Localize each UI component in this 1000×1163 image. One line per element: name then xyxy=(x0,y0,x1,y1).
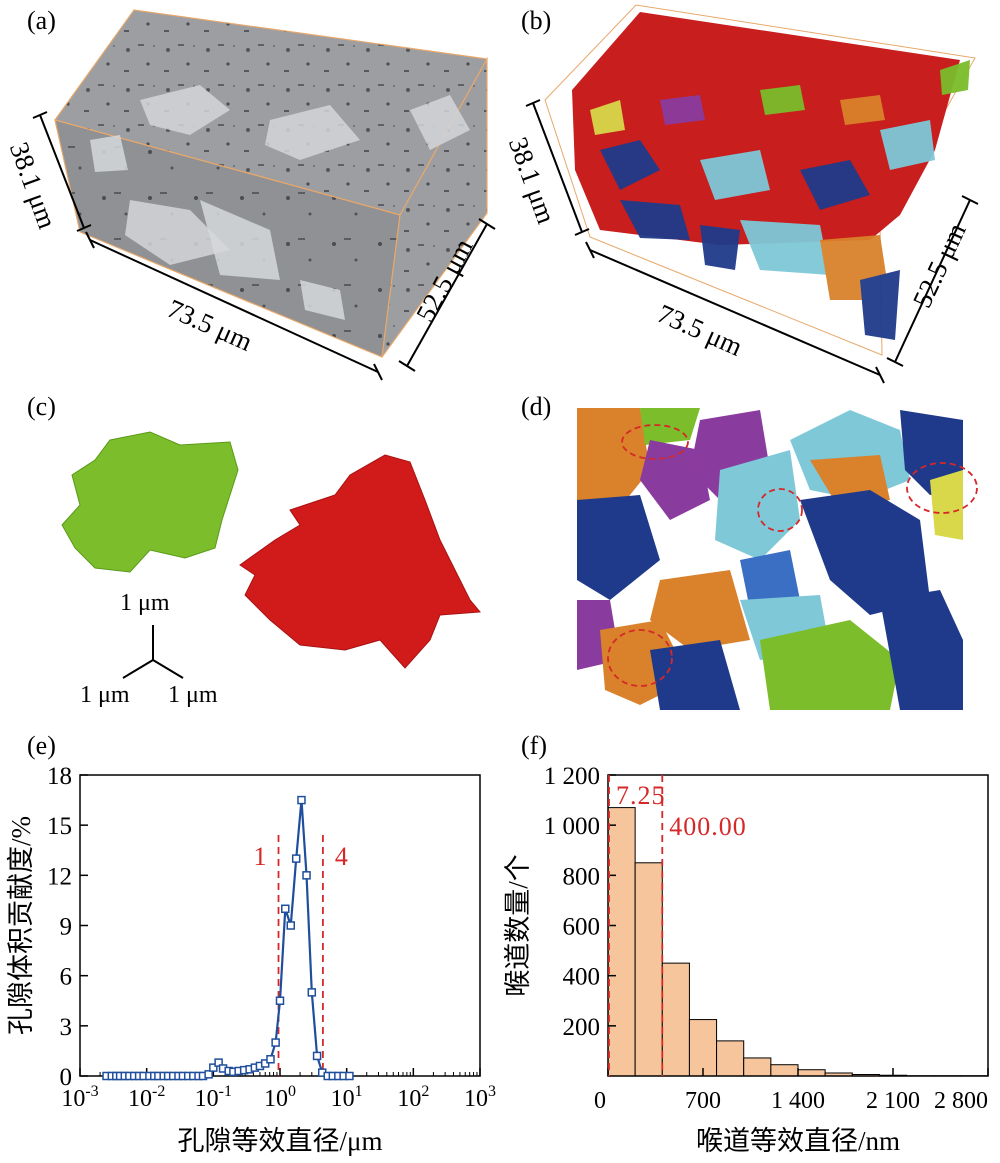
y-tick-label: 15 xyxy=(47,813,72,840)
x-tick-label: 10-2 xyxy=(128,1083,165,1112)
histogram-bar xyxy=(770,1064,799,1077)
y-tick-label: 400 xyxy=(563,964,601,991)
y-tick-label: 200 xyxy=(563,1014,601,1041)
axis-right xyxy=(152,659,184,679)
data-point xyxy=(302,871,311,880)
x-tick-label: 10-1 xyxy=(195,1083,232,1112)
mineral-patch xyxy=(90,135,128,172)
y-tick-label: 1 000 xyxy=(544,813,600,840)
data-point xyxy=(214,1058,223,1067)
panel-label-a: (a) xyxy=(27,6,56,35)
panel-label-c: (c) xyxy=(27,392,56,421)
panel-a xyxy=(32,9,496,381)
data-point xyxy=(345,1071,354,1081)
data-point xyxy=(266,1055,275,1064)
y-tick-label: 1 200 xyxy=(544,763,600,790)
data-point xyxy=(286,921,296,930)
y-tick-label: 0 xyxy=(60,1064,73,1091)
reference-line-label: 7.25 xyxy=(616,781,666,810)
throat-highlight xyxy=(906,462,978,514)
histogram-bar xyxy=(661,962,690,1077)
y-tick-label: 600 xyxy=(563,914,601,941)
mineral-patch xyxy=(265,105,360,160)
mineral-patch xyxy=(410,95,470,150)
histogram-bar xyxy=(607,807,636,1077)
data-point xyxy=(312,1051,322,1061)
x-tick-label: 100 xyxy=(264,1083,296,1112)
histogram-bar xyxy=(797,1069,826,1077)
y-tick-label: 800 xyxy=(563,863,601,890)
data-point xyxy=(271,1038,280,1047)
mineral-patch xyxy=(200,200,280,280)
mineral-patch xyxy=(125,200,230,265)
pore-network-mix xyxy=(590,60,970,340)
x-tick-label: 10-3 xyxy=(61,1083,98,1112)
reference-line-label: 400.00 xyxy=(669,812,747,841)
x-tick-label: 2 800 xyxy=(934,1088,988,1114)
panel-b xyxy=(525,4,979,384)
y-tick-label: 3 xyxy=(60,1014,73,1041)
throat-highlight xyxy=(607,629,673,687)
panel-label-e: (e) xyxy=(27,731,56,760)
pore-green xyxy=(61,431,239,573)
histogram-bar xyxy=(716,1040,745,1077)
x-tick-label: 103 xyxy=(464,1083,496,1112)
data-point xyxy=(204,1070,213,1079)
data-point xyxy=(275,996,285,1005)
histogram-bar xyxy=(688,1019,718,1077)
axis-label-up: 1 μm xyxy=(120,590,170,616)
x-tick-label: 1 400 xyxy=(771,1088,825,1114)
x-axis-label: 孔隙等效直径/μm xyxy=(178,1126,383,1156)
mineral-patch xyxy=(300,280,345,320)
x-tick-label: 101 xyxy=(331,1083,363,1112)
throat-highlight xyxy=(757,488,803,532)
x-axis-label: 喉道等效直径/nm xyxy=(696,1126,900,1156)
panel-label-f: (f) xyxy=(521,731,547,760)
series-line xyxy=(106,799,350,1078)
pore-red xyxy=(239,454,482,669)
axis-left xyxy=(122,659,154,679)
x-tick-label: 700 xyxy=(685,1088,721,1114)
x-tick-label: 0 xyxy=(594,1088,606,1114)
panel-label-d: (d) xyxy=(521,392,552,421)
y-axis-label: 喉道数量/个 xyxy=(503,854,533,997)
reference-line-label: 1 xyxy=(254,842,267,871)
axis-label-left: 1 μm xyxy=(80,682,130,708)
panel-c xyxy=(61,431,482,679)
y-tick-label: 12 xyxy=(47,863,72,890)
data-point xyxy=(281,904,290,914)
reference-line-label: 4 xyxy=(335,842,348,871)
panel-d xyxy=(577,408,978,710)
panel-label-b: (b) xyxy=(521,6,552,35)
throat-highlight xyxy=(621,424,689,460)
chart-f: 200 400 600 800 1 000 1 200 0 700 1 400 2 100 2 80… xyxy=(503,763,989,1156)
x-tick-label: 2 100 xyxy=(866,1088,920,1114)
y-axis-label: 孔隙体积贡献度/% xyxy=(6,816,36,1035)
y-tick-label: 6 xyxy=(60,964,73,991)
y-tick-label: 18 xyxy=(47,763,72,790)
data-point xyxy=(209,1063,218,1072)
y-tick-label: 9 xyxy=(60,914,73,941)
histogram-bar xyxy=(634,862,663,1077)
data-point xyxy=(307,988,317,997)
data-point xyxy=(291,854,301,863)
histogram-bar xyxy=(743,1057,772,1077)
mineral-patch xyxy=(140,85,230,135)
chart-e: 0 3 6 9 12 15 18 10-3 10-2 10-1 100 101 102 103 1 4 孔隙等效… xyxy=(6,763,496,1156)
x-tick-label: 102 xyxy=(397,1083,429,1112)
data-point xyxy=(297,795,306,805)
axis-label-right: 1 μm xyxy=(168,682,218,708)
plot-frame xyxy=(79,774,481,1077)
